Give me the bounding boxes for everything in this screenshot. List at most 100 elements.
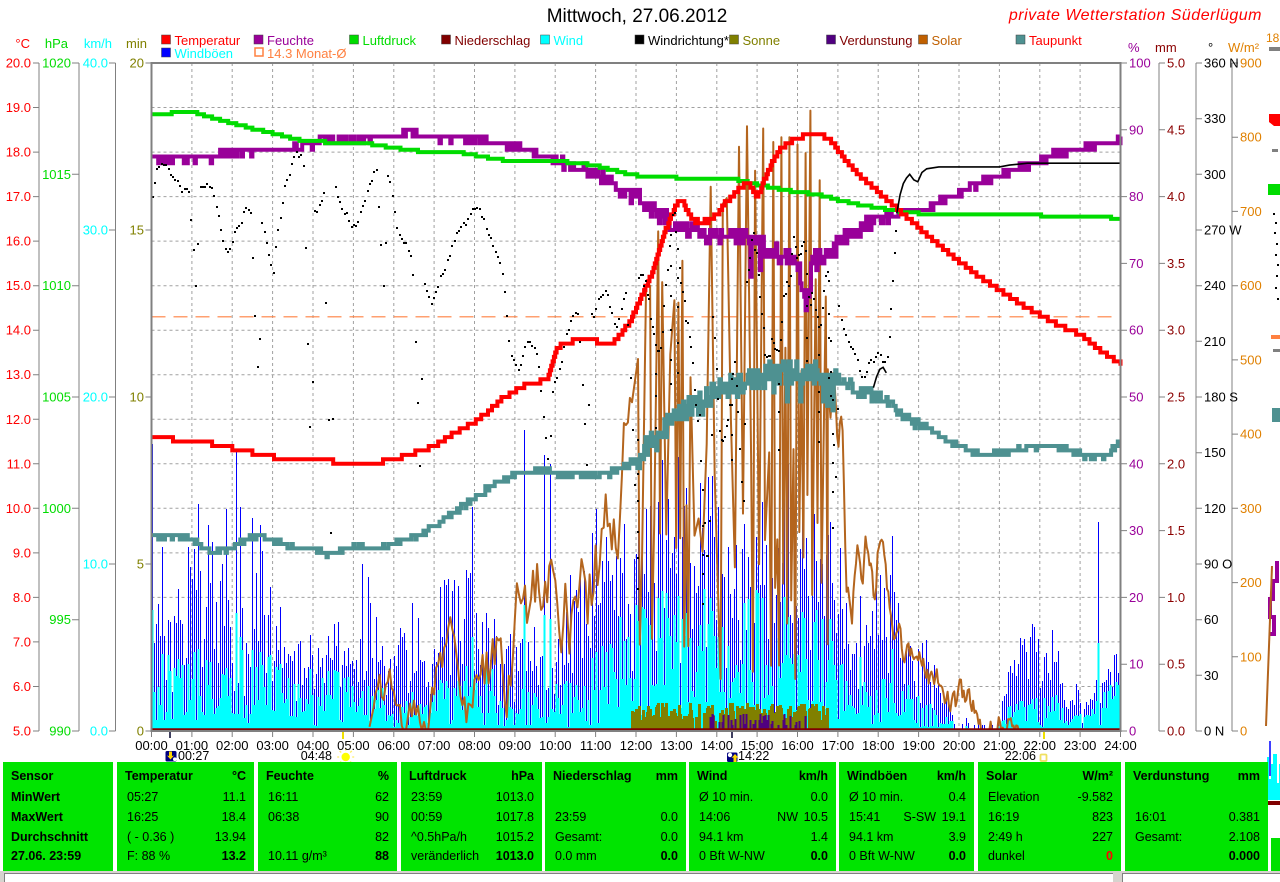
svg-text:09:00: 09:00 <box>499 738 532 753</box>
svg-text:30: 30 <box>1204 668 1218 683</box>
svg-text:1020: 1020 <box>42 55 71 70</box>
svg-text:15.0: 15.0 <box>6 278 31 293</box>
svg-text:04:00: 04:00 <box>297 738 330 753</box>
svg-text:995: 995 <box>49 612 71 627</box>
svg-text:19.0: 19.0 <box>6 100 31 115</box>
svg-text:2.0: 2.0 <box>1167 456 1185 471</box>
svg-text:10.0: 10.0 <box>83 557 108 572</box>
svg-text:24:00: 24:00 <box>1104 738 1137 753</box>
svg-text:04:48: 04:48 <box>301 749 332 763</box>
svg-text:700: 700 <box>1240 204 1262 219</box>
svg-text:11.0: 11.0 <box>7 456 31 471</box>
svg-text:150: 150 <box>1204 445 1226 460</box>
svg-text:40: 40 <box>1129 456 1143 471</box>
svg-text:0: 0 <box>1240 724 1247 739</box>
svg-text:06:00: 06:00 <box>377 738 410 753</box>
svg-text:6.0: 6.0 <box>13 679 31 694</box>
svg-text:private Wetterstation Süderlüg: private Wetterstation Süderlügum <box>1008 7 1262 24</box>
svg-text:70: 70 <box>1129 256 1143 271</box>
svg-text:14:00: 14:00 <box>700 738 733 753</box>
svg-text:13:00: 13:00 <box>660 738 693 753</box>
svg-text:10.0: 10.0 <box>6 501 31 516</box>
svg-text:°: ° <box>1208 40 1213 55</box>
svg-text:°C: °C <box>15 36 30 51</box>
svg-text:Windrichtung*: Windrichtung* <box>648 33 729 48</box>
svg-text:300: 300 <box>1204 167 1226 182</box>
svg-text:14.0: 14.0 <box>6 323 31 338</box>
svg-text:900: 900 <box>1240 56 1262 71</box>
svg-text:180 S: 180 S <box>1204 389 1238 404</box>
svg-text:14:22: 14:22 <box>738 749 769 763</box>
svg-text:16:00: 16:00 <box>781 738 814 753</box>
svg-text:02:00: 02:00 <box>216 738 249 753</box>
svg-text:240: 240 <box>1204 278 1226 293</box>
svg-text:Feuchte: Feuchte <box>267 33 314 48</box>
svg-text:07:00: 07:00 <box>418 738 451 753</box>
svg-text:Taupunkt: Taupunkt <box>1029 33 1082 48</box>
svg-text:1015: 1015 <box>42 167 71 182</box>
svg-text:00:27: 00:27 <box>178 749 209 763</box>
svg-text:18.0: 18.0 <box>6 145 31 160</box>
svg-text:4.0: 4.0 <box>1167 189 1185 204</box>
svg-text:00:00: 00:00 <box>135 738 168 753</box>
svg-text:0.0: 0.0 <box>1167 724 1185 739</box>
svg-text:W/m²: W/m² <box>1228 40 1260 55</box>
svg-text:%: % <box>1128 40 1140 55</box>
svg-text:hPa: hPa <box>45 36 69 51</box>
svg-text:330: 330 <box>1204 111 1226 126</box>
svg-text:20:00: 20:00 <box>943 738 976 753</box>
svg-text:90 O: 90 O <box>1204 556 1232 571</box>
svg-text:15:00: 15:00 <box>741 738 774 753</box>
svg-text:300: 300 <box>1240 501 1262 516</box>
svg-text:270 W: 270 W <box>1204 222 1242 237</box>
svg-text:16.0: 16.0 <box>6 234 31 249</box>
svg-text:0: 0 <box>1129 724 1136 739</box>
svg-text:10:00: 10:00 <box>539 738 572 753</box>
svg-text:5.0: 5.0 <box>13 724 31 739</box>
svg-text:0.0: 0.0 <box>90 724 108 739</box>
svg-text:80: 80 <box>1129 189 1143 204</box>
svg-text:20: 20 <box>130 56 144 71</box>
svg-text:Solar: Solar <box>932 33 963 48</box>
svg-text:Luftdruck: Luftdruck <box>363 33 417 48</box>
svg-text:60: 60 <box>1204 612 1218 627</box>
svg-text:0 N: 0 N <box>1204 724 1224 739</box>
svg-text:18:00: 18:00 <box>862 738 895 753</box>
svg-text:40.0: 40.0 <box>83 56 108 71</box>
svg-text:800: 800 <box>1240 130 1262 145</box>
svg-text:19:00: 19:00 <box>902 738 935 753</box>
svg-text:1000: 1000 <box>42 501 71 516</box>
svg-text:0.5: 0.5 <box>1167 657 1185 672</box>
svg-text:100: 100 <box>1129 56 1151 71</box>
svg-text:120: 120 <box>1204 501 1226 516</box>
svg-text:22:06: 22:06 <box>1005 749 1036 763</box>
svg-text:21:00: 21:00 <box>983 738 1016 753</box>
svg-text:12.0: 12.0 <box>6 412 31 427</box>
svg-text:05:00: 05:00 <box>337 738 370 753</box>
svg-text:1010: 1010 <box>42 278 71 293</box>
svg-text:9.0: 9.0 <box>13 545 31 560</box>
svg-text:5.0: 5.0 <box>1167 56 1185 71</box>
svg-text:Niederschlag: Niederschlag <box>455 33 531 48</box>
svg-text:400: 400 <box>1240 427 1262 442</box>
svg-text:Windböen: Windböen <box>175 46 234 61</box>
svg-text:17.0: 17.0 <box>6 189 31 204</box>
svg-text:mm: mm <box>1155 40 1177 55</box>
svg-text:1.0: 1.0 <box>1167 590 1185 605</box>
svg-text:20.0: 20.0 <box>83 390 108 405</box>
svg-text:8.0: 8.0 <box>13 590 31 605</box>
svg-text:600: 600 <box>1240 278 1262 293</box>
svg-text:1005: 1005 <box>42 389 71 404</box>
svg-text:18: 18 <box>1266 31 1280 45</box>
svg-text:23:00: 23:00 <box>1064 738 1097 753</box>
svg-text:km/h: km/h <box>84 36 112 51</box>
svg-text:30: 30 <box>1129 523 1143 538</box>
svg-text:210: 210 <box>1204 334 1226 349</box>
svg-text:Verdunstung: Verdunstung <box>840 33 913 48</box>
svg-text:360 N: 360 N <box>1204 55 1239 70</box>
svg-text:Temperatur: Temperatur <box>175 33 241 48</box>
svg-text:4.5: 4.5 <box>1167 122 1185 137</box>
svg-text:990: 990 <box>49 724 71 739</box>
svg-text:100: 100 <box>1240 649 1262 664</box>
svg-text:500: 500 <box>1240 352 1262 367</box>
